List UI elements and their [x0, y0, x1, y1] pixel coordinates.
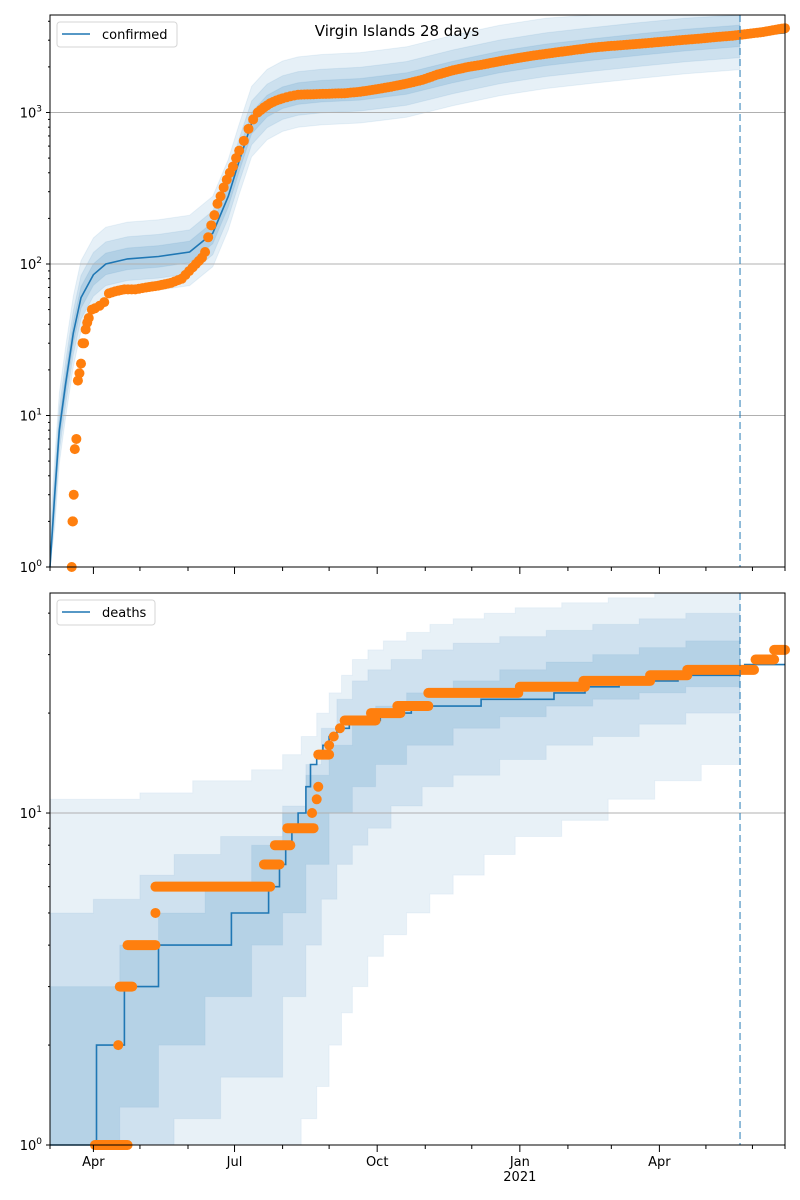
confirmed-axes-frame — [49, 14, 786, 568]
observed-point — [150, 907, 161, 918]
observed-point — [334, 723, 345, 734]
confirmed-legend: confirmed — [56, 21, 178, 48]
legend-label-deaths: deaths — [102, 606, 147, 621]
observed-point — [307, 808, 318, 819]
y-tick-label: 101 — [20, 805, 42, 822]
tick-base: 10 — [20, 561, 37, 576]
observed-point — [218, 182, 229, 193]
confirmed-band-1 — [49, 24, 741, 568]
tick-exponent: 1 — [36, 407, 42, 417]
observed-point — [392, 701, 434, 712]
confirmed-x-axis — [49, 567, 786, 574]
observed-point — [328, 731, 339, 742]
deaths-observed-points — [89, 644, 790, 1150]
observed-point — [269, 840, 296, 851]
observed-point — [114, 981, 138, 992]
legend-box — [56, 21, 178, 48]
x-tick-label: Jul — [226, 1155, 243, 1170]
tick-base: 10 — [20, 1139, 37, 1154]
observed-point — [215, 191, 226, 202]
observed-point — [76, 358, 87, 369]
observed-point — [203, 232, 214, 243]
observed-point — [68, 489, 79, 500]
deaths-axes-frame — [49, 592, 786, 1146]
observed-point — [79, 338, 90, 349]
observed-point — [682, 664, 759, 675]
x-tick-sublabel: 2021 — [503, 1170, 536, 1185]
observed-point — [243, 123, 254, 134]
y-tick-label: 100 — [20, 559, 43, 576]
confirmed-observed-points — [66, 23, 790, 572]
observed-point — [645, 670, 693, 681]
y-tick-label: 102 — [20, 256, 42, 273]
observed-point — [313, 749, 335, 760]
observed-point — [282, 823, 319, 834]
confirmed-gridlines — [50, 111, 785, 416]
x-tick-label: Oct — [366, 1155, 388, 1170]
observed-point — [67, 516, 78, 527]
observed-point — [423, 687, 524, 698]
observed-point — [313, 781, 324, 792]
tick-exponent: 2 — [36, 256, 42, 266]
x-tick-label: Jan — [509, 1155, 530, 1170]
chart-title: Virgin Islands 28 days — [315, 22, 480, 40]
confirmed-band-2 — [49, 14, 741, 568]
observed-point — [324, 740, 335, 751]
observed-point — [206, 220, 217, 231]
x-tick-label: Apr — [82, 1155, 105, 1170]
observed-point — [227, 161, 238, 172]
tick-exponent: 3 — [36, 104, 42, 114]
tick-exponent: 0 — [36, 1137, 42, 1147]
tick-exponent: 0 — [36, 559, 42, 569]
observed-point — [514, 681, 590, 692]
y-tick-label: 100 — [20, 1137, 43, 1154]
observed-point — [750, 654, 780, 665]
tick-base: 10 — [20, 258, 37, 273]
observed-point — [83, 313, 94, 324]
legend-box — [56, 599, 156, 626]
observed-point — [74, 368, 85, 379]
y-tick-label: 101 — [20, 407, 42, 424]
observed-point — [71, 433, 82, 444]
observed-point — [234, 145, 245, 156]
observed-point — [150, 881, 276, 892]
observed-point — [113, 1040, 124, 1051]
observed-point — [69, 444, 80, 455]
tick-exponent: 1 — [36, 805, 42, 815]
observed-point — [122, 940, 161, 951]
tick-base: 10 — [20, 409, 37, 424]
observed-point — [769, 644, 790, 655]
observed-point — [238, 135, 249, 146]
tick-base: 10 — [20, 106, 37, 121]
observed-point — [578, 675, 656, 686]
x-tick-label: Apr — [648, 1155, 671, 1170]
y-tick-label: 103 — [20, 104, 42, 121]
observed-point — [200, 246, 211, 257]
observed-point — [258, 859, 285, 870]
observed-point — [99, 297, 110, 308]
observed-point — [209, 210, 220, 221]
deaths-legend: deaths — [56, 599, 156, 626]
deaths-uncertainty-bands — [49, 592, 741, 1146]
tick-base: 10 — [20, 807, 37, 822]
observed-point — [311, 794, 322, 805]
legend-label-confirmed: confirmed — [102, 28, 168, 43]
